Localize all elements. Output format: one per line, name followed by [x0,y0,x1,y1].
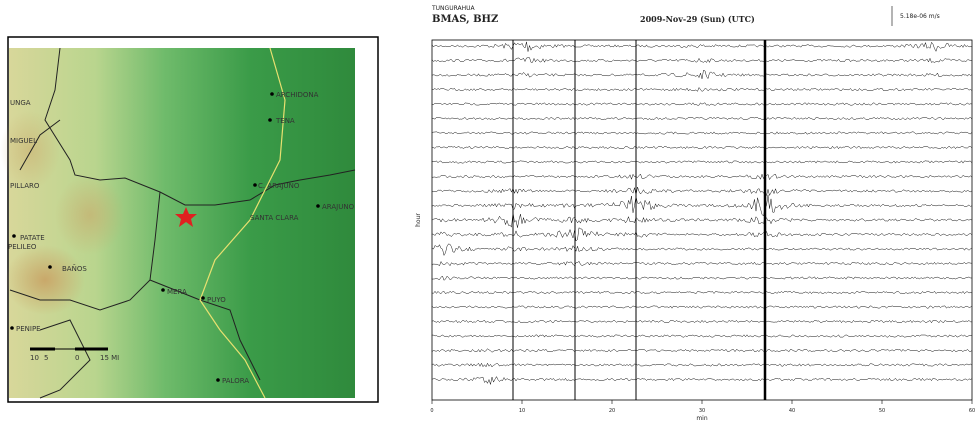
place-label: PUYO [207,296,226,304]
x-tick-label: 20 [609,408,615,414]
place-label: PELILEO [8,243,37,251]
place-marker [270,92,274,96]
seismogram: TUNGURAHUA BMAS, BHZ 2009-Nov-29 (Sun) (… [415,5,972,422]
place-label: BAÑOS [62,264,87,273]
place-label: SANTA CLARA [250,214,299,222]
place-marker [12,234,16,238]
place-label: TENA [275,117,295,125]
scale-label: 0 [75,354,79,362]
x-tick-label: 0 [430,408,433,414]
x-tick-label: 10 [519,408,525,414]
date: 2009-Nov-29 (Sun) (UTC) [640,14,755,24]
place-marker [268,118,272,122]
amplitude-scale: 5.18e-06 m/s [900,13,940,20]
y-axis-label: hour [415,213,422,227]
x-axis-label: min [696,415,708,422]
x-tick-label: 60 [969,408,975,414]
place-label: PENIPE [16,325,41,333]
place-marker [10,326,14,330]
volcano-name: TUNGURAHUA [431,5,476,12]
place-marker [253,183,257,187]
scale-label: 5 [44,354,48,362]
scale-label: 10 [30,354,39,362]
place-label: MERA [167,288,187,296]
place-label: PATATE [20,234,45,242]
x-tick-label: 50 [879,408,885,414]
place-label: C. ARAJUNO [258,182,300,190]
map [0,37,378,402]
x-tick-label: 30 [699,408,705,414]
station-name: BMAS, BHZ [432,14,498,25]
place-label: UNGA [10,99,31,107]
figure: TUNGURAHUA BMAS, BHZ 2009-Nov-29 (Sun) (… [0,0,975,423]
place-marker [161,288,165,292]
place-marker [201,296,205,300]
place-label: MIGUEL [10,137,37,145]
x-tick-label: 40 [789,408,795,414]
place-label: PALORA [222,377,249,385]
scale-label: 15 MI [100,354,119,362]
place-marker [48,265,52,269]
place-label: ARAJUNO [322,203,355,211]
place-marker [216,378,220,382]
place-label: PILLARO [10,182,40,190]
place-marker [316,204,320,208]
place-label: ARCHIDONA [276,91,319,99]
